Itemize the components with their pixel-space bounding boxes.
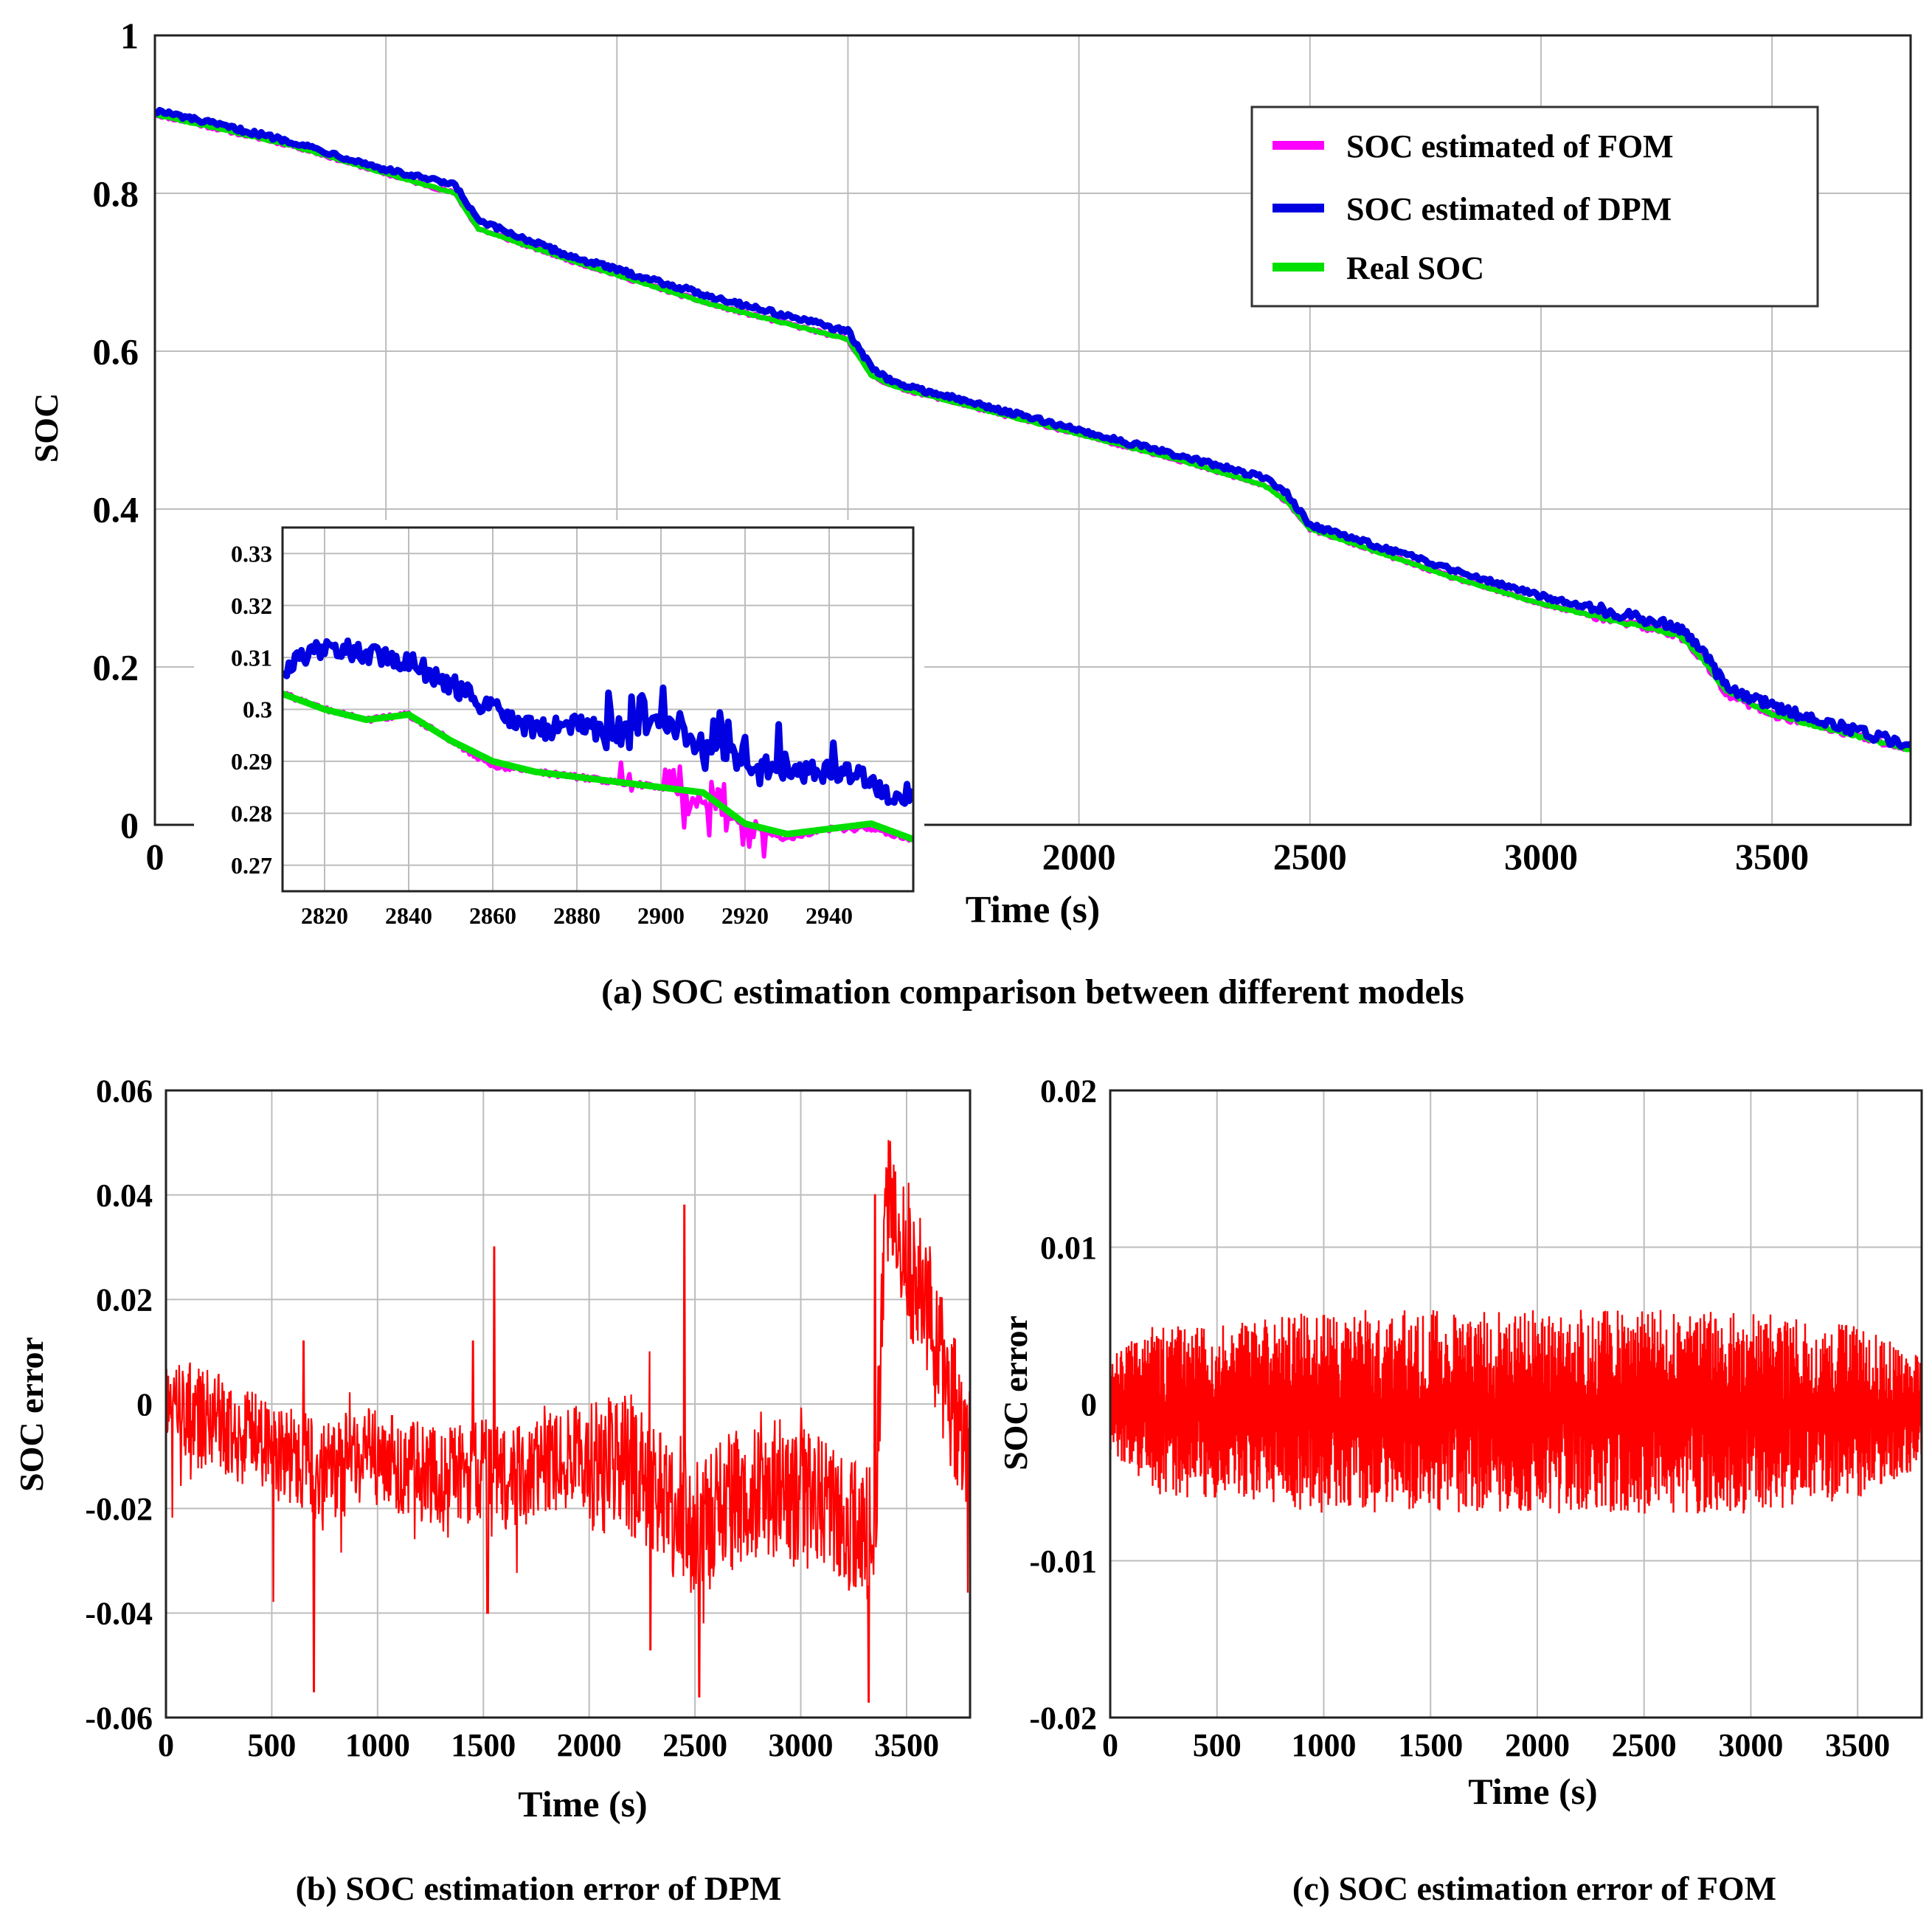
panel-a-xlabel: Time (s) — [966, 889, 1100, 931]
panel-a-ylabel: SOC — [27, 393, 65, 463]
line-dpm-error — [165, 1140, 972, 1703]
panel-b-xtick-label: 2500 — [662, 1727, 727, 1763]
panel-c-ytick-label: 0.01 — [1040, 1230, 1097, 1266]
panel-b-ytick-label: 0 — [136, 1386, 153, 1422]
panel-b-xtick-label: 1000 — [345, 1727, 410, 1763]
panel-c-xtick-label: 3500 — [1825, 1727, 1890, 1763]
panel-a-ytick-label: 0.2 — [93, 647, 139, 688]
panel-b-xtick-label: 2000 — [557, 1727, 622, 1763]
panel-b-xtick-label: 500 — [247, 1727, 296, 1763]
panel-b-ytick-label: -0.04 — [85, 1596, 153, 1632]
legend-label-real: Real SOC — [1346, 250, 1484, 286]
panel-c-xtick-label: 500 — [1193, 1727, 1242, 1763]
panel-b-ytick-label: 0.04 — [96, 1177, 153, 1214]
inset-line-real — [283, 691, 913, 843]
legend-box — [1250, 106, 1819, 308]
panel-b-ytick-label: 0.06 — [96, 1073, 153, 1109]
legend: SOC estimated of FOM SOC estimated of DP… — [1250, 106, 1819, 308]
inset-xtick-label: 2900 — [637, 902, 685, 929]
panel-c-frame — [1109, 1089, 1923, 1719]
panel-c-ytick-label: -0.01 — [1029, 1543, 1097, 1580]
inset-xtick-label: 2880 — [553, 902, 600, 929]
panel-a-ytick-label: 0.4 — [93, 489, 139, 530]
panel-a-xtick-label: 3500 — [1735, 836, 1809, 877]
line-dpm — [155, 106, 1911, 750]
panel-c-xlabel: Time (s) — [1468, 1771, 1597, 1812]
inset-ytick-label: 0.3 — [243, 696, 272, 723]
panel-c-xtick-label: 3000 — [1718, 1727, 1783, 1763]
panel-b-ytick-label: -0.02 — [85, 1491, 153, 1527]
panel-b-frame — [165, 1089, 972, 1719]
panel-a-xtick-label: 2000 — [1042, 836, 1116, 877]
inset-ytick-label: 0.28 — [231, 800, 272, 827]
panel-a-xtick-label: 0 — [146, 836, 165, 877]
inset-xtick-label: 2920 — [721, 902, 769, 929]
panel-c-caption: (c) SOC estimation error of FOM — [1292, 1870, 1776, 1907]
legend-label-dpm: SOC estimated of DPM — [1346, 191, 1672, 227]
panel-b-xlabel: Time (s) — [518, 1783, 647, 1825]
panel-c-ytick-label: 0 — [1081, 1386, 1097, 1422]
panel-a-ytick-label: 1 — [120, 15, 139, 57]
panel-b-ytick-label: -0.06 — [85, 1700, 153, 1736]
panel-c-xtick-label: 2500 — [1612, 1727, 1677, 1763]
panel-c-xtick-label: 0 — [1102, 1727, 1118, 1763]
panel-b-xtick-label: 1500 — [451, 1727, 516, 1763]
panel-b-caption: (b) SOC estimation error of DPM — [296, 1870, 782, 1907]
panel-a-xtick-label: 3000 — [1504, 836, 1578, 877]
legend-label-fom: SOC estimated of FOM — [1346, 128, 1674, 165]
panel-c-ytick-label: 0.02 — [1040, 1073, 1097, 1109]
inset-ytick-label: 0.33 — [231, 540, 272, 567]
panel-a-ytick-label: 0.6 — [93, 331, 139, 373]
panel-b-ytick-label: 0.02 — [96, 1282, 153, 1318]
inset-ytick-label: 0.31 — [231, 644, 272, 671]
panel-a-caption: (a) SOC estimation comparison between di… — [601, 972, 1464, 1011]
inset-xtick-label: 2940 — [806, 902, 853, 929]
panel-a-xtick-label: 2500 — [1273, 836, 1347, 877]
panel-b-dpm-error: SOC error Time (s) (b) SOC estimation erro… — [13, 1073, 972, 1907]
panel-c-fom-error: SOC error Time (s) (c) SOC estimation erro… — [997, 1073, 1923, 1907]
panel-a-ytick-label: 0.8 — [93, 173, 139, 215]
inset-ytick-label: 0.29 — [231, 748, 272, 775]
inset-ytick-label: 0.27 — [231, 852, 272, 879]
panel-c-xtick-label: 1500 — [1398, 1727, 1463, 1763]
inset-xtick-label: 2840 — [385, 902, 432, 929]
inset-frame — [281, 526, 915, 893]
panel-b-xtick-label: 3500 — [874, 1727, 939, 1763]
line-fom-error — [1109, 1310, 1923, 1514]
panel-c-ylabel: SOC error — [997, 1315, 1034, 1470]
inset-line-dpm — [283, 637, 913, 807]
panel-b-xtick-label: 3000 — [769, 1727, 834, 1763]
panel-c-xtick-label: 1000 — [1291, 1727, 1356, 1763]
panel-c-xtick-label: 2000 — [1505, 1727, 1570, 1763]
panel-b-xtick-label: 0 — [158, 1727, 174, 1763]
inset-xtick-label: 2860 — [469, 902, 516, 929]
inset-ytick-label: 0.32 — [231, 592, 272, 619]
panel-a-ytick-label: 0 — [120, 805, 139, 846]
panel-b-ylabel: SOC error — [13, 1337, 50, 1492]
panel-a-frame — [153, 34, 1912, 826]
inset-xtick-label: 2820 — [301, 902, 348, 929]
panel-c-ytick-label: -0.02 — [1029, 1700, 1097, 1736]
